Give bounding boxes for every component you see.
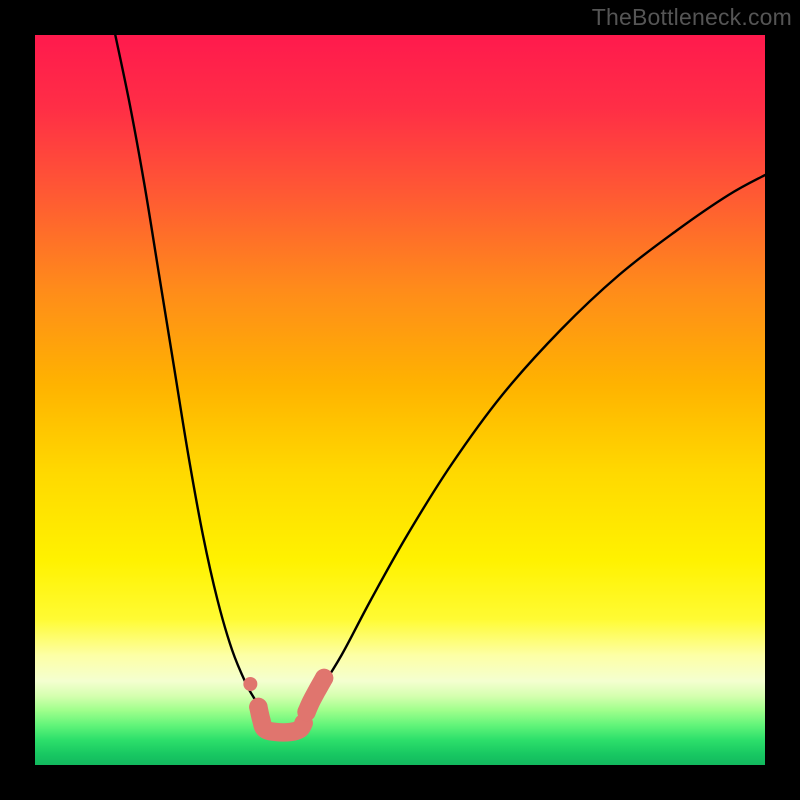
marker-dot bbox=[243, 677, 257, 691]
marker-cap bbox=[315, 669, 333, 687]
watermark-text: TheBottleneck.com bbox=[592, 4, 792, 31]
figure-root: TheBottleneck.com bbox=[0, 0, 800, 800]
marker-cap bbox=[297, 703, 315, 721]
bottleneck-curve bbox=[115, 35, 765, 732]
bottleneck-curve-layer bbox=[35, 35, 765, 765]
plot-frame bbox=[35, 35, 765, 765]
marker-cap bbox=[249, 698, 267, 716]
